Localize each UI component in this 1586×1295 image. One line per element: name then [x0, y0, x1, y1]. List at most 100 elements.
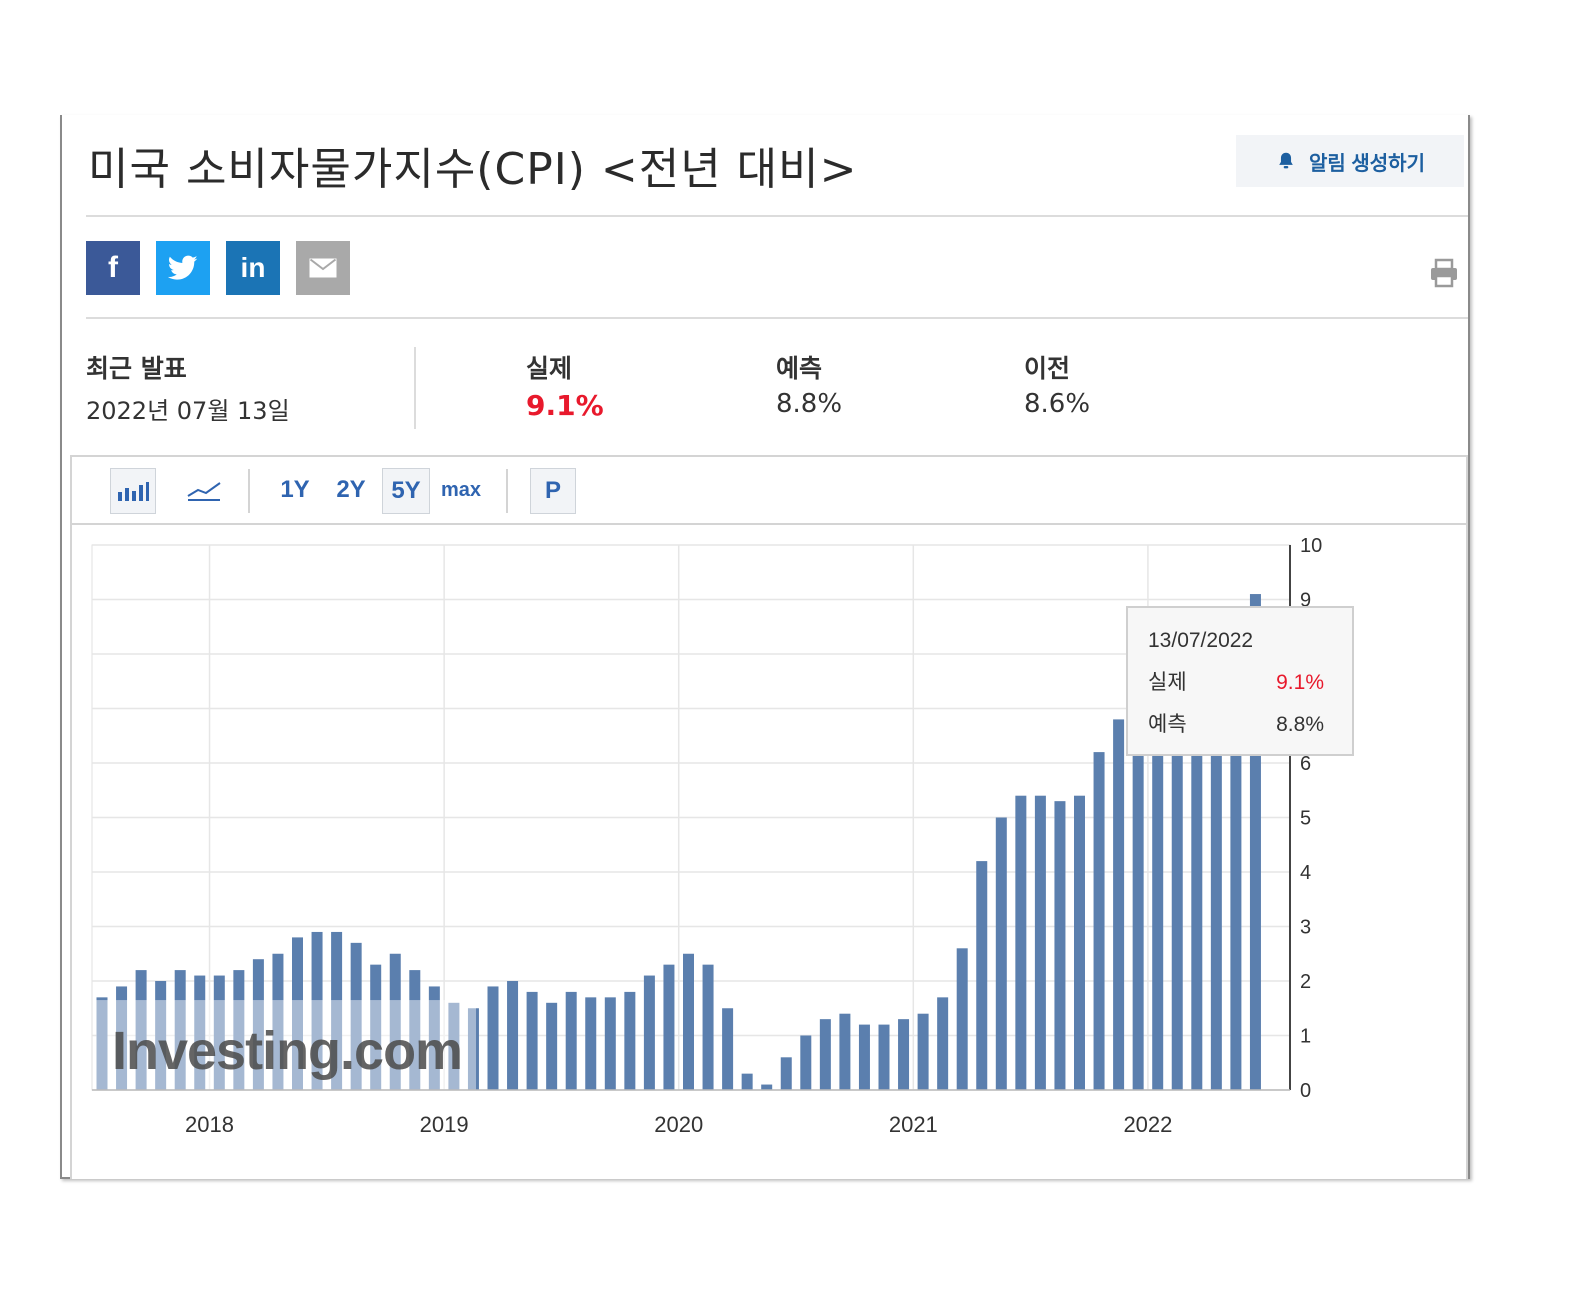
bar	[155, 981, 167, 1090]
bar	[1230, 621, 1242, 1090]
bar	[643, 975, 655, 1090]
range-2y-button[interactable]: 2Y	[336, 476, 366, 503]
line-chart-toggle[interactable]	[180, 468, 228, 512]
latest-release-label: 최근 발표	[86, 354, 187, 383]
divider	[86, 215, 1468, 217]
bar	[213, 975, 225, 1090]
x-tick-label: 2021	[889, 1112, 938, 1137]
bar	[507, 981, 519, 1090]
bar	[526, 991, 538, 1090]
bar	[917, 1013, 929, 1090]
bar	[800, 1035, 812, 1090]
bar	[839, 1013, 851, 1090]
print-icon[interactable]	[1428, 257, 1460, 289]
email-share-button[interactable]	[296, 241, 350, 295]
bar	[194, 975, 206, 1090]
tooltip-forecast-value: 8.8%	[1276, 713, 1324, 736]
previous-label: 이전	[1024, 354, 1071, 383]
bar	[741, 1073, 753, 1090]
bar	[1113, 719, 1125, 1090]
actual-value: 9.1%	[526, 389, 604, 422]
bar	[898, 1019, 910, 1090]
bar	[292, 937, 303, 1090]
bar	[585, 997, 597, 1090]
toolbar-divider	[248, 469, 250, 513]
bar-chart-toggle[interactable]	[110, 468, 156, 514]
bar	[1054, 801, 1066, 1090]
create-alert-label: 알림 생성하기	[1309, 152, 1425, 175]
forecast-value: 8.8%	[776, 389, 843, 419]
divider	[86, 317, 1468, 319]
create-alert-button[interactable]: 알림 생성하기	[1236, 135, 1464, 187]
toolbar-divider	[506, 469, 508, 513]
envelope-icon	[309, 258, 337, 278]
page-title: 미국 소비자물가지수(CPI) <전년 대비>	[88, 144, 858, 195]
bar	[780, 1057, 792, 1090]
x-tick-label: 2019	[420, 1112, 469, 1137]
facebook-icon: f	[108, 251, 118, 284]
bar	[995, 817, 1007, 1090]
bar	[1191, 626, 1203, 1090]
facebook-share-button[interactable]: f	[86, 241, 140, 295]
tooltip-actual-value: 9.1%	[1276, 671, 1324, 694]
bar	[624, 991, 636, 1090]
bar	[956, 948, 968, 1090]
bar	[233, 970, 245, 1090]
bar	[252, 959, 264, 1090]
bell-icon	[1279, 152, 1293, 169]
bar	[546, 1002, 558, 1090]
bar	[683, 953, 694, 1090]
chart-toolbar: 1Y 2Y 5Y max P	[72, 457, 1466, 525]
twitter-icon	[168, 255, 198, 280]
p-button[interactable]: P	[530, 468, 576, 514]
tooltip-actual-label: 실제	[1148, 670, 1187, 694]
bar	[311, 931, 323, 1090]
bar	[702, 964, 714, 1090]
bar	[722, 1008, 734, 1090]
actual-label: 실제	[526, 354, 573, 383]
y-tick-label: 3	[1300, 917, 1311, 939]
bar	[1015, 795, 1027, 1090]
bar	[409, 970, 421, 1090]
forecast-label: 예측	[776, 354, 823, 383]
range-max-button[interactable]: max	[440, 478, 482, 501]
x-tick-label: 2022	[1123, 1112, 1172, 1137]
y-tick-label: 0	[1300, 1080, 1311, 1102]
linkedin-share-button[interactable]: in	[226, 241, 280, 295]
bar	[1074, 795, 1085, 1090]
bar-chart-icon	[118, 482, 149, 501]
tooltip-forecast-label: 예측	[1148, 712, 1187, 736]
chart-panel: 1Y 2Y 5Y max P 0 1 2 3 4 5 6 9 10 2018 2019 2020 202…	[70, 455, 1468, 1179]
bar	[937, 997, 949, 1090]
previous-value: 8.6%	[1024, 389, 1091, 419]
tooltip-date: 13/07/2022	[1148, 629, 1253, 652]
y-tick-label: 1	[1300, 1026, 1311, 1048]
bar	[428, 986, 440, 1090]
range-5y-button[interactable]: 5Y	[382, 468, 430, 514]
tooltip-box	[1126, 606, 1354, 756]
bar	[467, 1008, 479, 1090]
y-tick-label: 6	[1300, 753, 1311, 775]
x-tick-label: 2018	[185, 1112, 234, 1137]
x-tick-label: 2020	[654, 1112, 703, 1137]
bar	[604, 997, 616, 1090]
investing-watermark: Investing.com	[112, 1021, 462, 1081]
y-tick-label: 4	[1300, 862, 1311, 884]
bar	[976, 861, 988, 1090]
bar	[370, 964, 382, 1090]
bar	[1034, 795, 1046, 1090]
range-1y-button[interactable]: 1Y	[280, 476, 310, 503]
economic-calendar-widget: 미국 소비자물가지수(CPI) <전년 대비> 알림 생성하기 f in	[60, 115, 1470, 1179]
bar	[350, 942, 362, 1090]
stats-divider	[414, 347, 416, 429]
cpi-bar-chart: 0 1 2 3 4 5 6 9 10 2018 2019 2020 2021 2022 13/07/202…	[91, 535, 1354, 1137]
bar	[135, 970, 147, 1090]
bar	[878, 1024, 890, 1090]
twitter-share-button[interactable]	[156, 241, 210, 295]
latest-release-date: 2022년 07월 13일	[86, 397, 290, 425]
y-tick-label: 10	[1300, 535, 1322, 557]
bar	[174, 970, 186, 1090]
watermark-haze	[96, 1000, 476, 1090]
bar	[389, 953, 401, 1090]
bar	[1093, 752, 1105, 1090]
